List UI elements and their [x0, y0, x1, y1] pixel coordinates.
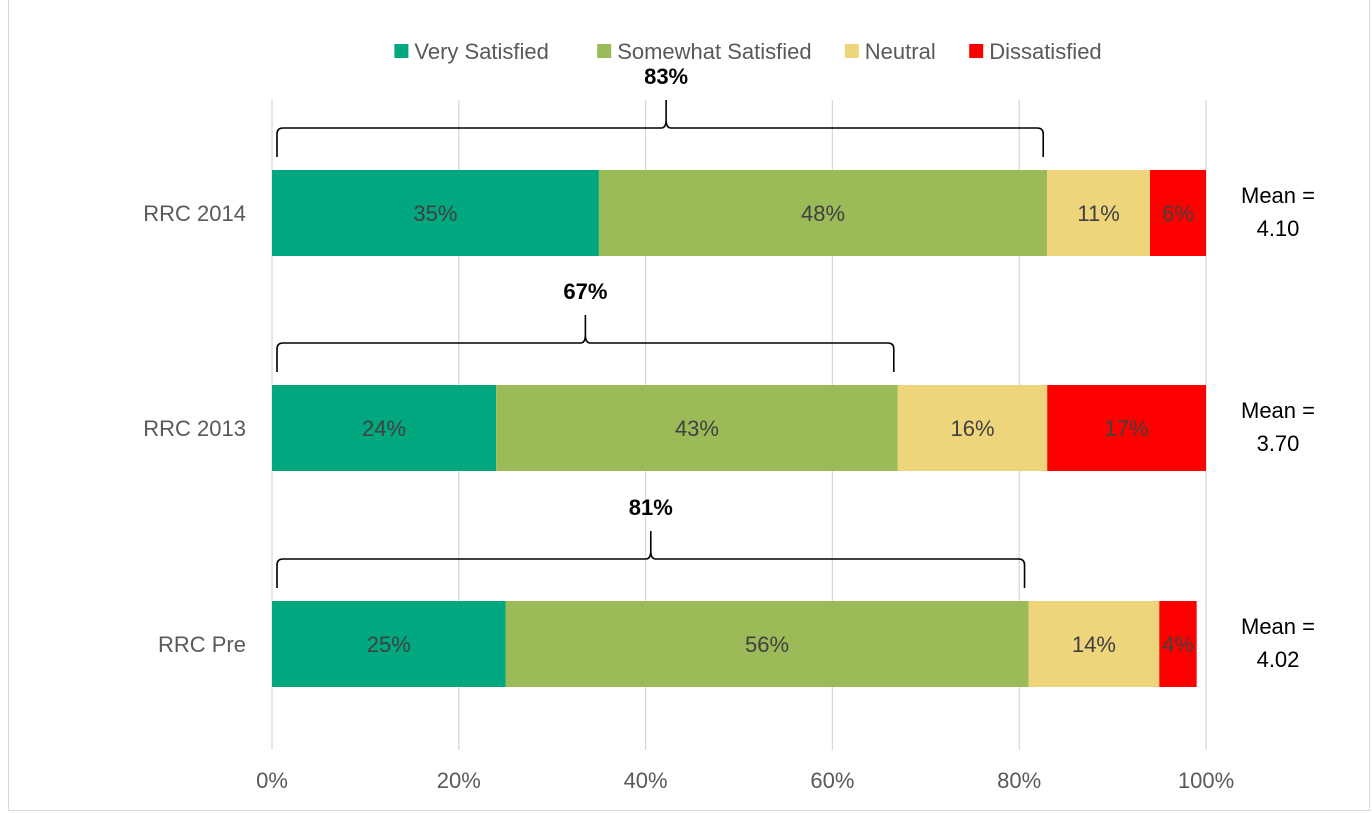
category-labels: RRC 2014 RRC 2013 RRC Pre: [143, 201, 246, 657]
mean-annotations: Mean = 4.10 Mean = 3.70 Mean = 4.02: [1241, 183, 1315, 672]
mean-label: Mean =: [1241, 183, 1315, 208]
legend-label: Dissatisfied: [989, 39, 1101, 64]
x-axis-ticks: 0% 20% 40% 60% 80% 100%: [256, 768, 1234, 793]
bracket-total-label: 67%: [563, 279, 607, 304]
total-bracket: [276, 315, 895, 372]
mean-value: 4.02: [1257, 647, 1300, 672]
category-label: RRC 2013: [143, 416, 246, 441]
bar-data-label: 11%: [1077, 201, 1119, 226]
bar-segment: [272, 385, 497, 471]
total-brackets: 83% 67% 81%: [276, 64, 1045, 588]
bar-segment: [1149, 170, 1206, 256]
bars: 35% 48% 11% 6% 24% 43% 16% 17% 25% 56% 14% 4%: [272, 170, 1206, 687]
bar-data-label: 16%: [950, 416, 994, 441]
chart-frame: [8, 0, 1370, 811]
category-label: RRC Pre: [158, 632, 246, 657]
legend-swatch: [844, 44, 859, 58]
bar-segment: [1047, 385, 1206, 471]
mean-value: 3.70: [1257, 431, 1300, 456]
bar-segment: [598, 170, 1048, 256]
bar-data-label: 14%: [1072, 632, 1116, 657]
x-tick-label: 20%: [437, 768, 481, 793]
x-tick-label: 100%: [1178, 768, 1234, 793]
bar-data-label: 56%: [745, 632, 789, 657]
total-bracket: [276, 531, 1026, 588]
legend-label: Somewhat Satisfied: [617, 39, 811, 64]
bar-segment: [1047, 170, 1150, 256]
category-label: RRC 2014: [143, 201, 246, 226]
legend-label: Neutral: [865, 39, 936, 64]
x-tick-label: 60%: [810, 768, 854, 793]
bar-data-label: 48%: [801, 201, 845, 226]
bar-data-label: 17%: [1105, 416, 1149, 441]
bracket-total-label: 83%: [644, 64, 688, 89]
bar-data-label: 35%: [413, 201, 457, 226]
bar-segment: [1159, 601, 1197, 687]
bar-data-label: 4%: [1162, 632, 1194, 657]
x-tick-label: 80%: [997, 768, 1041, 793]
legend-swatch: [969, 44, 984, 58]
mean-value: 4.10: [1257, 216, 1300, 241]
bar-data-label: 6%: [1162, 201, 1194, 226]
x-tick-label: 0%: [256, 768, 288, 793]
bar-data-label: 43%: [675, 416, 719, 441]
bar-segment: [897, 385, 1048, 471]
x-tick-label: 40%: [624, 768, 668, 793]
mean-label: Mean =: [1241, 398, 1315, 423]
bar-data-label: 25%: [367, 632, 411, 657]
bar-segment: [505, 601, 1029, 687]
bar-segment: [272, 170, 599, 256]
bar-data-label: 24%: [362, 416, 406, 441]
legend-swatch: [394, 44, 409, 58]
legend-label: Very Satisfied: [414, 39, 549, 64]
total-bracket: [276, 100, 1045, 157]
bar-segment: [496, 385, 898, 471]
bar-segment: [272, 601, 506, 687]
legend: Very Satisfied Somewhat Satisfied Neutral D…: [394, 39, 1102, 64]
mean-label: Mean =: [1241, 614, 1315, 639]
legend-swatch: [597, 44, 612, 58]
bar-segment: [1028, 601, 1160, 687]
bracket-total-label: 81%: [629, 495, 673, 520]
